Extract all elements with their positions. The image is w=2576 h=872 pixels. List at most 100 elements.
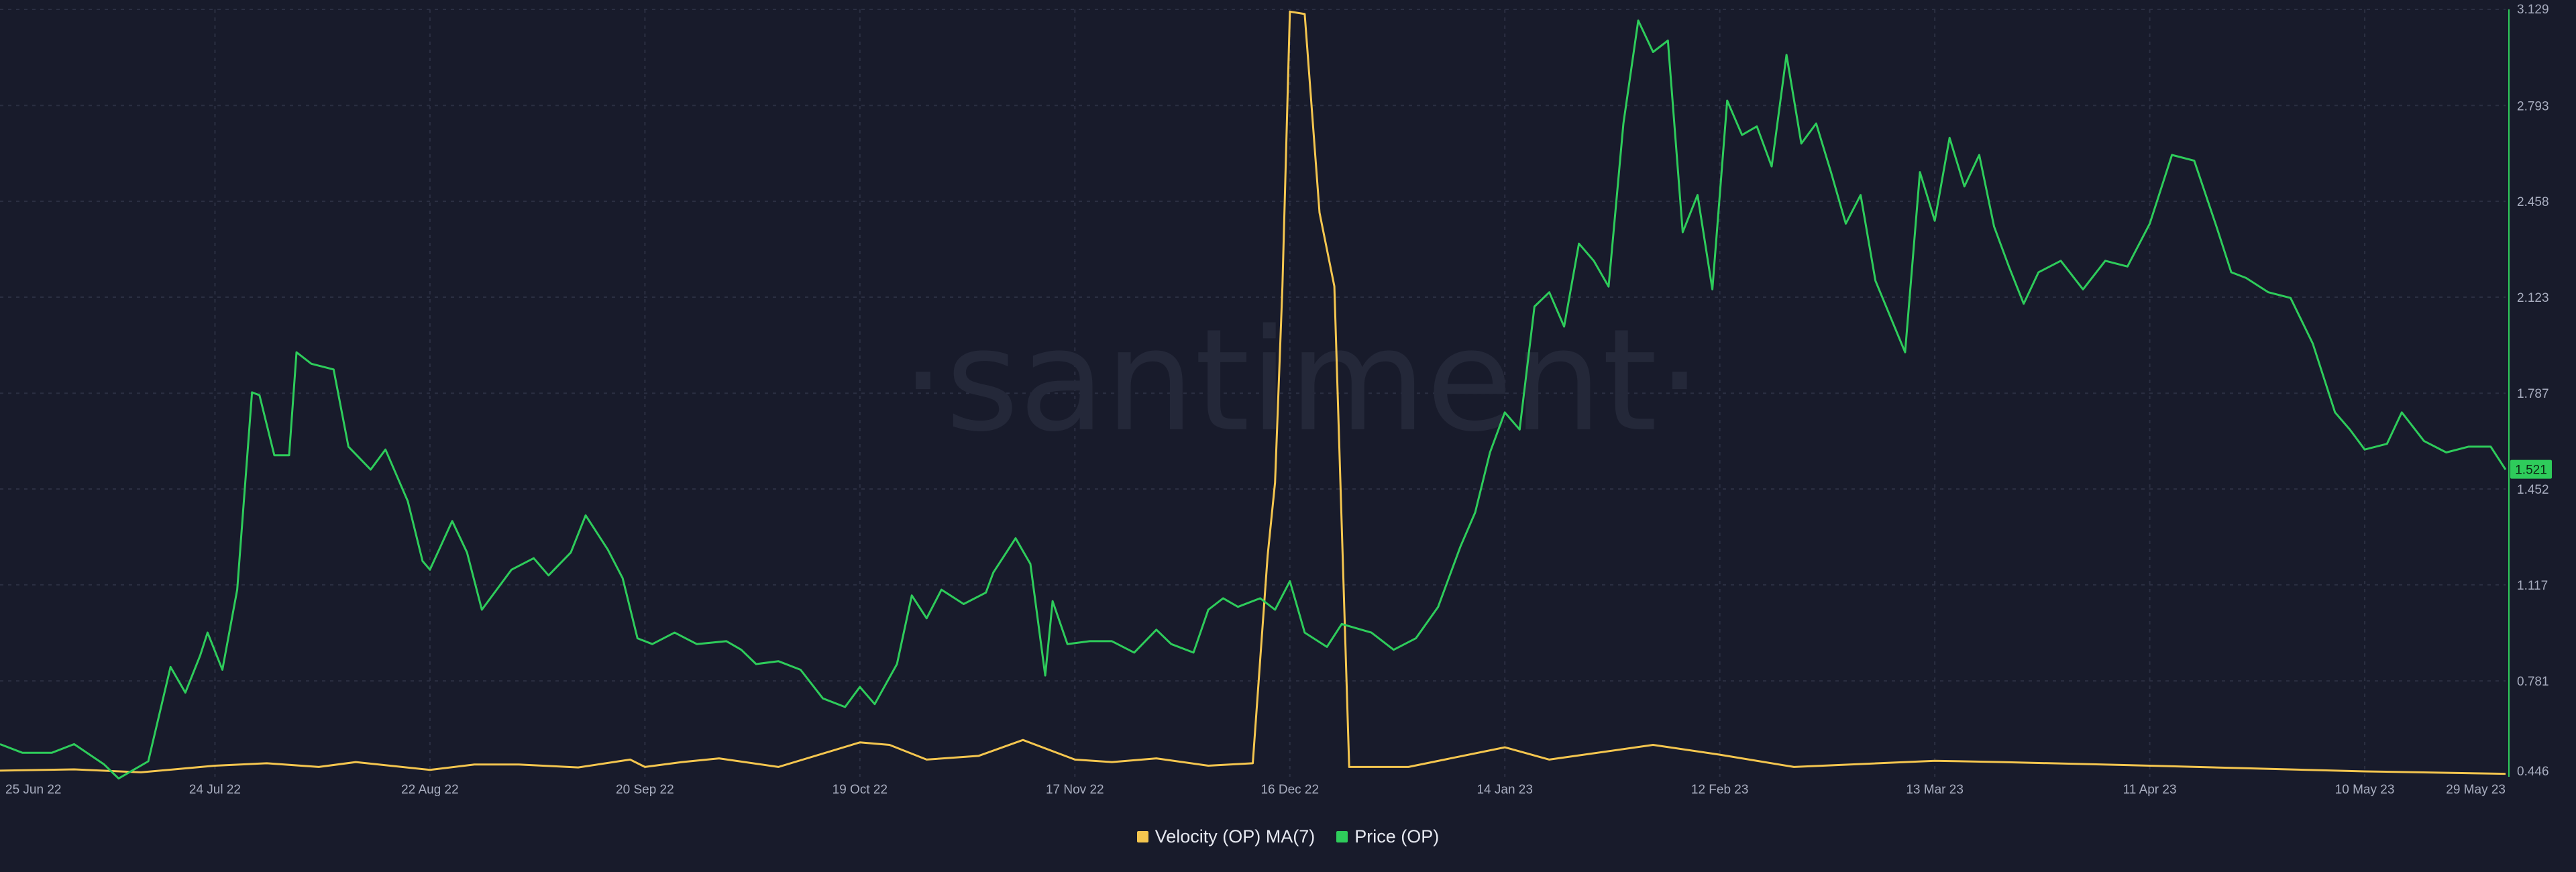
data-point-price bbox=[1088, 640, 1091, 643]
data-point-price bbox=[206, 631, 209, 634]
data-point-velocity bbox=[354, 761, 357, 763]
data-point-price bbox=[1815, 122, 1817, 125]
data-point-price bbox=[940, 588, 943, 591]
x-tick-label: 10 May 23 bbox=[2335, 783, 2395, 797]
data-point-velocity bbox=[1548, 758, 1551, 761]
data-point-velocity bbox=[977, 755, 980, 757]
data-point-price bbox=[2059, 260, 2062, 262]
data-point-price bbox=[1919, 171, 1921, 174]
legend-label-price: Price (OP) bbox=[1354, 826, 1440, 847]
data-point-price bbox=[2385, 443, 2388, 445]
data-point-price bbox=[2504, 468, 2507, 471]
data-point-price bbox=[1111, 640, 1114, 643]
data-point-price bbox=[1697, 194, 1699, 197]
legend-item-price[interactable]: Price (OP) bbox=[1336, 826, 1439, 847]
data-point-price bbox=[621, 577, 624, 580]
data-point-price bbox=[636, 637, 639, 640]
data-point-price bbox=[2467, 445, 2470, 448]
x-tick-label: 13 Mar 23 bbox=[1906, 783, 1964, 797]
legend-item-velocity[interactable]: Velocity (OP) MA(7) bbox=[1136, 826, 1315, 847]
data-point-price bbox=[2245, 276, 2247, 279]
data-point-velocity bbox=[1933, 759, 1936, 762]
data-point-price bbox=[1593, 260, 1595, 262]
x-tick-label: 22 Aug 22 bbox=[401, 783, 459, 797]
data-point-price bbox=[236, 588, 239, 591]
data-point-price bbox=[1474, 511, 1477, 514]
data-point-price bbox=[384, 448, 387, 451]
data-point-price bbox=[822, 697, 824, 700]
data-point-price bbox=[1741, 133, 1743, 136]
data-point-velocity bbox=[140, 771, 142, 773]
data-point-price bbox=[1029, 563, 1032, 565]
data-point-price bbox=[1607, 285, 1610, 288]
data-point-price bbox=[1489, 451, 1491, 454]
data-point-price bbox=[1051, 600, 1054, 602]
data-point-price bbox=[1503, 411, 1506, 414]
x-tick-label: 17 Nov 22 bbox=[1046, 783, 1104, 797]
data-point-price bbox=[992, 571, 995, 574]
data-point-price bbox=[21, 751, 23, 754]
data-point-velocity bbox=[473, 763, 476, 766]
data-point-price bbox=[2104, 260, 2106, 262]
data-point-price bbox=[1170, 643, 1173, 645]
data-point-price bbox=[584, 514, 587, 516]
data-point-price bbox=[2334, 411, 2337, 414]
data-point-price bbox=[1393, 649, 1395, 651]
data-point-price bbox=[2349, 428, 2351, 431]
data-point-velocity bbox=[1207, 765, 1210, 767]
data-point-velocity bbox=[859, 741, 861, 744]
data-point-price bbox=[1533, 305, 1536, 308]
data-point-price bbox=[480, 608, 483, 611]
data-point-price bbox=[1681, 231, 1684, 233]
data-point-price bbox=[466, 551, 468, 554]
data-point-price bbox=[2400, 411, 2403, 414]
data-point-price bbox=[985, 591, 987, 594]
data-point-price bbox=[696, 643, 698, 645]
data-point-price bbox=[1978, 154, 1980, 156]
data-point-velocity bbox=[718, 757, 720, 760]
data-point-price bbox=[1044, 674, 1046, 677]
data-point-velocity bbox=[1318, 211, 1321, 214]
data-point-price bbox=[1326, 645, 1328, 648]
data-point-price bbox=[606, 548, 609, 551]
data-point-price bbox=[1289, 580, 1291, 582]
data-point-price bbox=[740, 649, 743, 651]
data-point-price bbox=[1948, 136, 1951, 139]
x-tick-label: 14 Jan 23 bbox=[1477, 783, 1532, 797]
data-point-velocity bbox=[2000, 761, 2003, 763]
data-point-price bbox=[2422, 439, 2425, 442]
data-point-velocity bbox=[1155, 757, 1158, 760]
data-point-price bbox=[288, 454, 290, 457]
data-point-price bbox=[184, 692, 186, 694]
data-point-price bbox=[2171, 154, 2174, 156]
data-point-price bbox=[1726, 99, 1729, 102]
data-point-velocity bbox=[1022, 739, 1024, 741]
data-point-price bbox=[1437, 606, 1440, 608]
y-tick-label: 2.458 bbox=[2517, 195, 2549, 209]
data-point-price bbox=[547, 574, 550, 577]
data-point-price bbox=[1415, 637, 1417, 640]
data-point-price bbox=[2126, 265, 2129, 268]
grid-layer bbox=[0, 9, 2506, 777]
data-point-price bbox=[1800, 142, 1803, 145]
data-point-velocity bbox=[681, 761, 684, 763]
price-badge-layer: 1.521 bbox=[2510, 459, 2552, 479]
x-tick-label: 25 Jun 22 bbox=[5, 783, 61, 797]
series-layer bbox=[0, 10, 2507, 780]
data-point-price bbox=[1874, 280, 1877, 282]
data-point-price bbox=[2363, 448, 2366, 451]
data-point-price bbox=[533, 557, 535, 559]
data-point-price bbox=[429, 568, 431, 571]
data-point-price bbox=[651, 643, 653, 645]
x-tick-label: 20 Sep 22 bbox=[616, 783, 674, 797]
data-point-price bbox=[1785, 54, 1788, 56]
data-point-velocity bbox=[925, 758, 928, 761]
data-point-price bbox=[844, 706, 847, 708]
data-point-price bbox=[2082, 288, 2084, 290]
data-point-price bbox=[2312, 342, 2314, 345]
data-point-price bbox=[347, 445, 350, 448]
y-tick-label: 1.117 bbox=[2517, 579, 2548, 593]
legend: Velocity (OP) MA(7) Price (OP) bbox=[0, 826, 2576, 847]
data-point-velocity bbox=[2504, 773, 2507, 775]
